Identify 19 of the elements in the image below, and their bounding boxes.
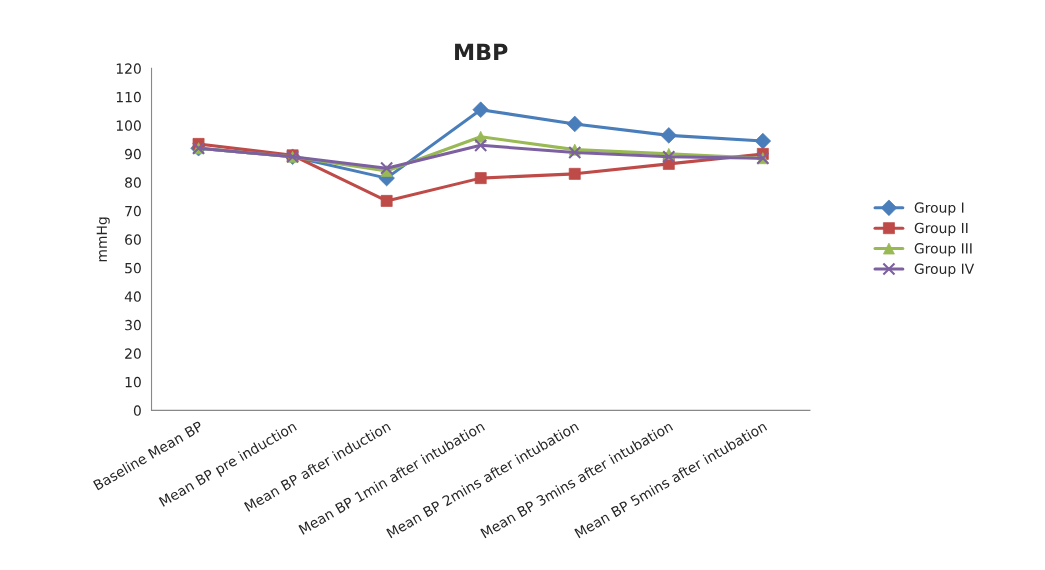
y-tick-label: 70: [125, 205, 141, 217]
y-tick-label: 80: [125, 177, 141, 188]
y-tick-label: 110: [116, 91, 141, 103]
y-tick-label: 30: [125, 319, 141, 331]
y-tick-label: 60: [125, 234, 141, 245]
legend-label: Group IV: [914, 263, 975, 277]
y-tick-label: 100: [116, 120, 141, 131]
y-tick-label: 120: [116, 63, 141, 74]
legend-label: Group II: [914, 222, 968, 236]
legend-label: Group III: [914, 243, 972, 257]
chart-title: MBP: [455, 43, 508, 61]
y-tick-label: 10: [125, 376, 141, 388]
y-tick-label: 20: [125, 348, 141, 359]
y-tick-label: 0: [133, 405, 141, 416]
y-tick-label: 50: [125, 262, 141, 274]
y-axis-title: mmHg: [96, 217, 110, 262]
y-tick-label: 40: [124, 291, 141, 302]
y-tick-label: 90: [125, 148, 141, 160]
legend-label: Group I: [914, 202, 964, 216]
